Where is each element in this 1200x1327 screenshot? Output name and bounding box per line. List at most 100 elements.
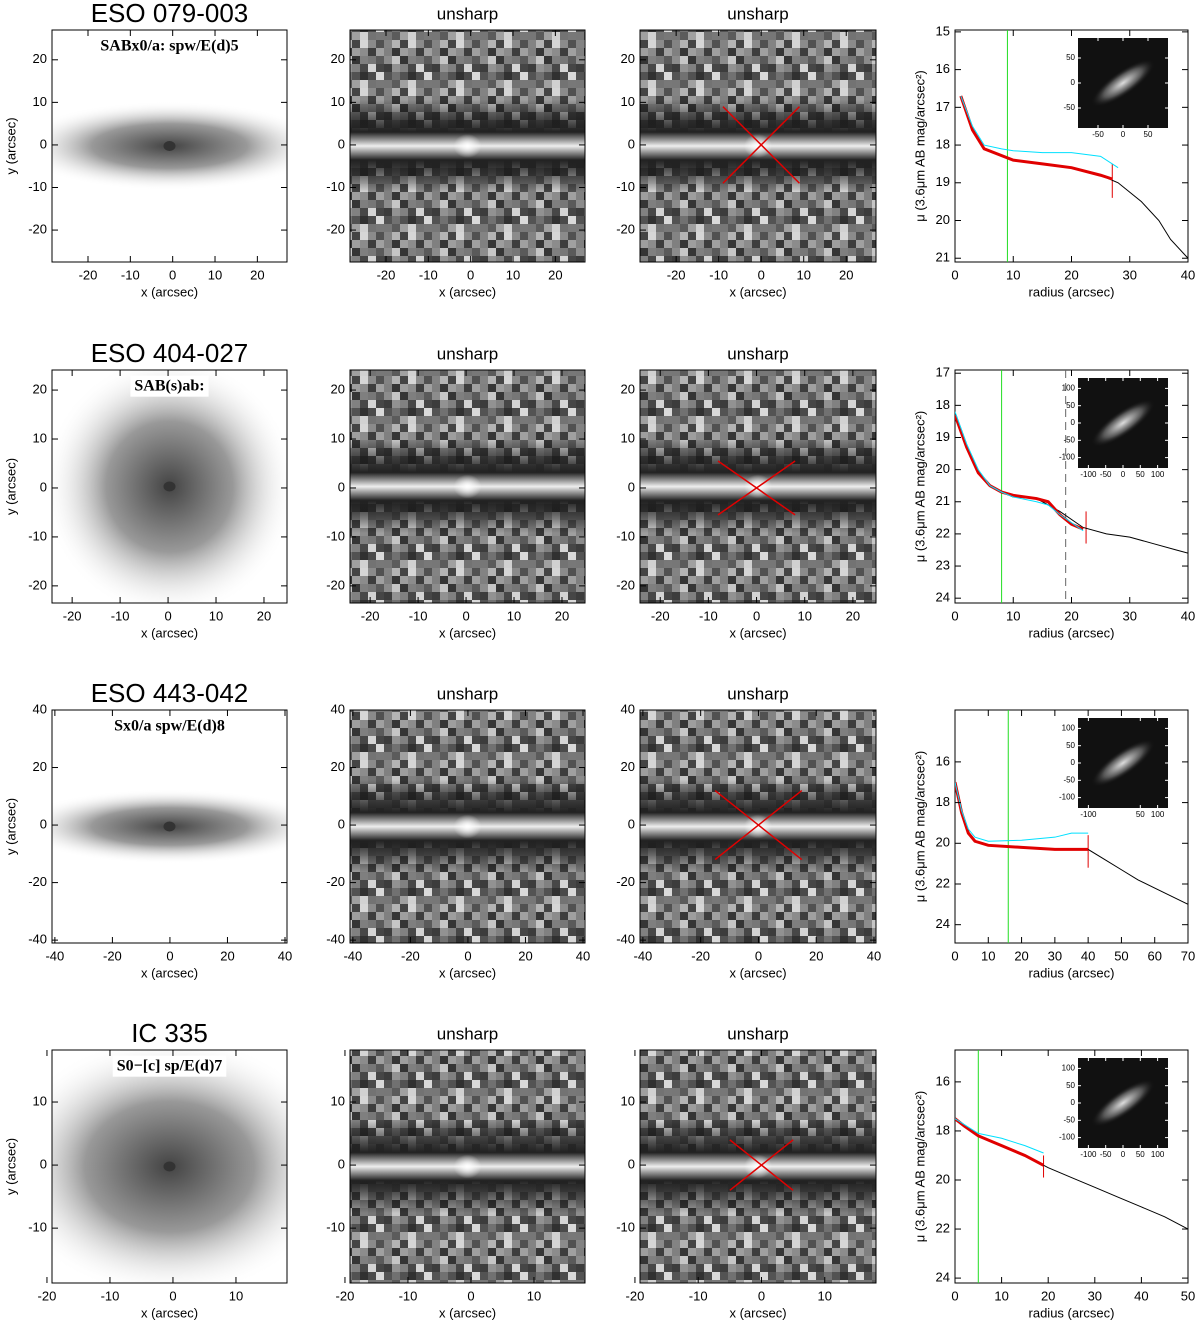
data-line: [960, 95, 1119, 169]
x-axis-label: radius (arcsec): [1029, 625, 1115, 640]
x-tick-label: -10: [689, 1288, 708, 1303]
panel-title: unsharp: [727, 684, 788, 703]
y-tick-label: 22: [936, 525, 950, 540]
classification-label: Sx0/a spw/E(d)8: [114, 718, 225, 735]
classification-label: SABx0/a: spw/E(d)5: [100, 38, 238, 55]
x-tick-label: 10: [506, 267, 520, 282]
y-tick-label: 10: [331, 430, 345, 445]
y-tick-label: 50: [1066, 401, 1075, 410]
y-tick-label: 19: [936, 174, 950, 189]
y-tick-label: 40: [331, 701, 345, 716]
label-bg: [130, 375, 209, 397]
x-tick-label: 50: [1136, 810, 1145, 819]
x-tick-label: -10: [101, 1288, 120, 1303]
y-axis-label: μ (3.6μm AB mag/arcsec²): [912, 70, 927, 222]
y-axis-label: y (arcsec): [3, 458, 18, 515]
y-axis-label: y (arcsec): [3, 1138, 18, 1195]
x-tick-label: 50: [1114, 948, 1128, 963]
x-tick-label: -20: [63, 608, 82, 623]
x-tick-label: 0: [462, 608, 469, 623]
plot-frame: [51, 1049, 288, 1284]
x-tick-label: 0: [755, 948, 762, 963]
y-tick-label: -40: [616, 932, 635, 947]
x-tick-label: 10: [797, 608, 811, 623]
galaxy-core: [163, 141, 176, 151]
y-axis-label: μ (3.6μm AB mag/arcsec²): [912, 411, 927, 563]
y-tick-label: -20: [616, 577, 635, 592]
x-tick-label: 0: [951, 948, 958, 963]
panel-title: unsharp: [437, 344, 498, 363]
panel-title: unsharp: [727, 344, 788, 363]
y-tick-label: -10: [326, 1220, 345, 1235]
x-tick-label: 10: [507, 608, 521, 623]
y-tick-label: -50: [1063, 103, 1075, 112]
inset-galaxy: [1091, 399, 1155, 447]
x-tick-label: -10: [709, 267, 728, 282]
data-line: [959, 95, 1113, 181]
y-axis-label: μ (3.6μm AB mag/arcsec²): [912, 751, 927, 903]
y-tick-label: -10: [616, 1220, 635, 1235]
x-axis-label: x (arcsec): [439, 284, 496, 299]
x-axis-label: x (arcsec): [729, 965, 786, 980]
plot-frame: [349, 1049, 586, 1284]
y-tick-label: 20: [936, 461, 950, 476]
y-tick-label: 20: [936, 1171, 950, 1186]
x-tick-label: 10: [1006, 608, 1020, 623]
x-tick-label: 50: [1136, 1150, 1145, 1159]
x-tick-label: 40: [1181, 267, 1195, 282]
x-tick-label: -20: [401, 948, 420, 963]
y-tick-label: 15: [936, 23, 950, 38]
x-tick-label: 100: [1151, 810, 1165, 819]
panel-title: unsharp: [437, 4, 498, 23]
panel-title: unsharp: [437, 1024, 498, 1043]
y-tick-label: -100: [1059, 793, 1076, 802]
y-tick-label: 24: [936, 1270, 950, 1285]
x-tick-label: 20: [1064, 267, 1078, 282]
y-tick-label: 10: [331, 94, 345, 109]
y-tick-label: 20: [331, 382, 345, 397]
y-tick-label: -20: [28, 577, 47, 592]
x-tick-label: 20: [846, 608, 860, 623]
y-tick-label: 0: [40, 816, 47, 831]
y-axis-label: y (arcsec): [3, 117, 18, 174]
x-tick-label: -100: [1080, 810, 1097, 819]
x-tick-label: -100: [1080, 1150, 1097, 1159]
x-tick-label: 0: [758, 267, 765, 282]
x-tick-label: 20: [1041, 1288, 1055, 1303]
x-tick-label: 0: [951, 1288, 958, 1303]
y-tick-label: -100: [1059, 1133, 1076, 1142]
y-tick-label: -20: [28, 874, 47, 889]
x-tick-label: 20: [220, 948, 234, 963]
panel-title: unsharp: [727, 4, 788, 23]
x-axis-label: x (arcsec): [141, 1305, 198, 1320]
x-tick-label: -40: [633, 948, 652, 963]
x-tick-label: 20: [1064, 608, 1078, 623]
x-tick-label: -50: [1100, 470, 1112, 479]
x-axis-label: radius (arcsec): [1029, 1305, 1115, 1320]
y-tick-label: 20: [33, 51, 47, 66]
y-tick-label: 10: [331, 1093, 345, 1108]
galaxy-core: [163, 1161, 176, 1172]
y-tick-label: 10: [621, 94, 635, 109]
x-tick-label: 30: [1123, 267, 1137, 282]
inset-galaxy: [1091, 739, 1155, 787]
data-line: [722, 106, 800, 184]
x-axis-label: radius (arcsec): [1029, 965, 1115, 980]
y-tick-label: 100: [1062, 723, 1076, 732]
x-tick-label: 0: [166, 948, 173, 963]
x-tick-label: 0: [164, 608, 171, 623]
x-tick-label: 0: [467, 267, 474, 282]
y-tick-label: 17: [936, 99, 950, 114]
x-tick-label: 10: [229, 1288, 243, 1303]
y-tick-label: 100: [1062, 1063, 1076, 1072]
y-tick-label: 0: [338, 816, 345, 831]
y-tick-label: 20: [331, 51, 345, 66]
data-line: [955, 1117, 1045, 1167]
x-tick-label: 50: [1144, 130, 1153, 139]
x-tick-label: 40: [867, 948, 881, 963]
plot-frame: [954, 1049, 1189, 1284]
x-tick-label: -20: [667, 267, 686, 282]
galaxy-core: [163, 821, 176, 832]
x-tick-label: 40: [1134, 1288, 1148, 1303]
x-tick-label: 40: [1181, 608, 1195, 623]
